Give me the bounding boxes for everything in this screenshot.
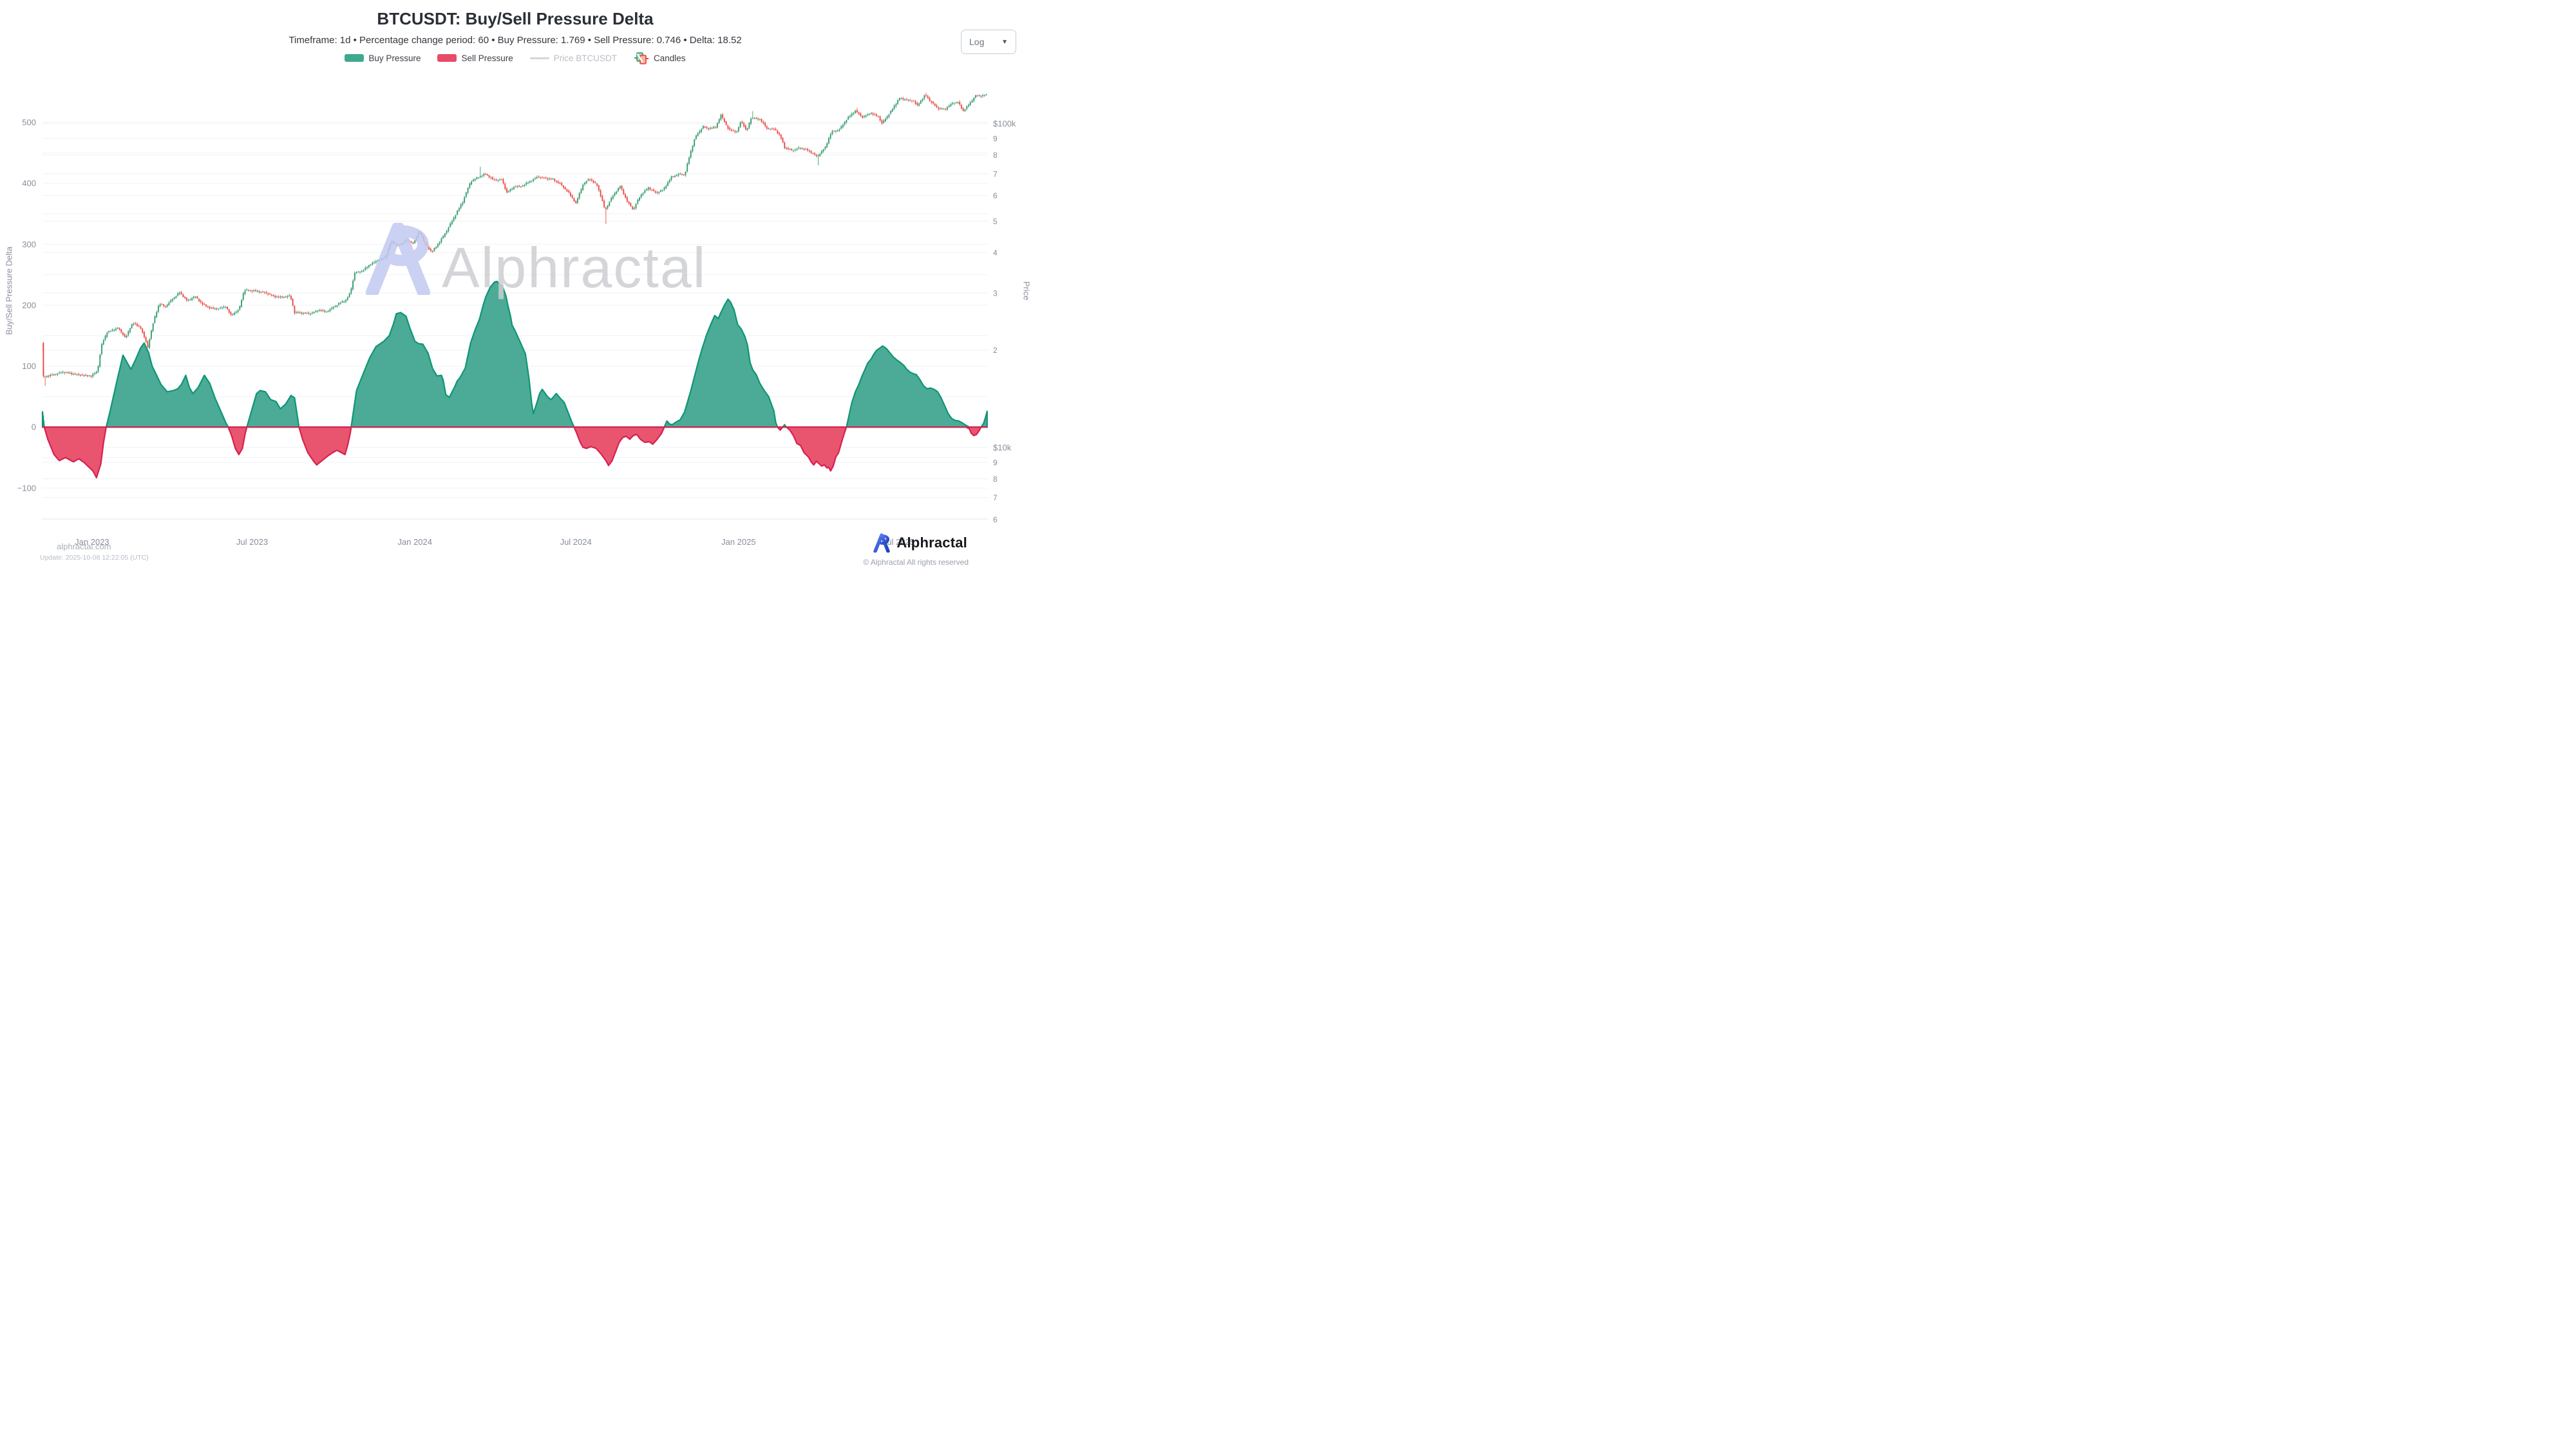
left-axis-title: Buy/Sell Pressure Delta: [4, 246, 14, 336]
footer-copyright: © Alphractal All rights reserved: [863, 558, 969, 567]
chevron-down-icon: ▼: [1001, 38, 1008, 46]
footer-site-link[interactable]: alphractal.com: [57, 542, 111, 551]
legend-item-buy-pressure[interactable]: Buy Pressure: [345, 53, 421, 63]
left-axis-tick-label: −100: [17, 483, 36, 493]
legend-label: Buy Pressure: [368, 53, 421, 63]
candles-up: [46, 93, 987, 378]
right-axis-tick-label: 8: [993, 475, 998, 484]
scale-dropdown[interactable]: Log ▼: [961, 30, 1016, 54]
price-line-swatch: [529, 57, 549, 59]
legend-item-price[interactable]: Price BTCUSDT: [529, 53, 618, 63]
right-axis-tick-label: 5: [993, 217, 998, 226]
legend-label: Candles: [654, 53, 686, 63]
right-axis-tick-label: 7: [993, 493, 998, 502]
left-axis-tick-label: 300: [22, 240, 36, 249]
right-axis-tick-label: 9: [993, 458, 998, 467]
right-axis-tick-label: 7: [993, 169, 998, 178]
legend-item-candles[interactable]: Candles: [634, 52, 686, 64]
left-axis-tick-label: 100: [22, 361, 36, 371]
brand-name: Alphractal: [896, 535, 967, 551]
buy-pressure-swatch: [345, 54, 365, 62]
left-axis-tick-label: 0: [32, 422, 36, 432]
candles-icon: [634, 52, 649, 64]
right-axis-tick-label: 6: [993, 515, 998, 524]
right-axis-tick-label: 8: [993, 151, 998, 160]
x-axis-tick-label: Jul 2025: [883, 537, 914, 547]
right-axis-tick-label: 3: [993, 289, 998, 298]
legend-label: Sell Pressure: [461, 53, 513, 63]
brand-logo: Alphractal: [873, 533, 967, 553]
legend-label: Price BTCUSDT: [553, 53, 618, 63]
chart-subtitle: Timeframe: 1d • Percentage change period…: [289, 35, 742, 46]
x-axis-tick-label: Jul 2023: [236, 537, 268, 547]
buy-pressure-area: [41, 280, 988, 428]
price-delta-chart[interactable]: 500 400 300 200 100 0 −100 $100k 9 8 7 6 5 4 3 2 $10k 9 8 7…: [0, 0, 1030, 580]
chart-page: BTCUSDT: Buy/Sell Pressure Delta Timefra…: [0, 0, 1030, 580]
x-axis-tick-label: Jul 2024: [560, 537, 592, 547]
chart-legend: Buy Pressure Sell Pressure Price BTCUSDT…: [0, 52, 1030, 64]
sell-pressure-area: [41, 426, 988, 478]
left-axis-tick-label: 400: [22, 178, 36, 188]
candles-down: [43, 93, 982, 386]
right-axis-tick-label: 9: [993, 135, 998, 144]
alphractal-logo-icon: [873, 533, 891, 553]
x-axis-tick-label: Jan 2025: [721, 537, 756, 547]
page-title: BTCUSDT: Buy/Sell Pressure Delta: [377, 9, 654, 28]
right-axis-title: Price: [1021, 281, 1031, 301]
right-axis-tick-label: $10k: [993, 442, 1012, 452]
x-axis-tick-label: Jan 2024: [397, 537, 432, 547]
legend-item-sell-pressure[interactable]: Sell Pressure: [437, 53, 513, 63]
x-axis-tick-label: Jan 2023: [75, 537, 109, 547]
right-axis-tick-label: 2: [993, 346, 998, 355]
sell-pressure-swatch: [437, 54, 457, 62]
left-axis-tick-label: 500: [22, 118, 36, 128]
footer-update-timestamp: Update: 2025-10-08 12:22:05 (UTC): [40, 554, 149, 562]
right-axis-tick-label: 4: [993, 249, 998, 258]
right-axis-tick-label: 6: [993, 191, 998, 200]
scale-dropdown-value: Log: [969, 37, 985, 47]
right-axis-tick-label: $100k: [993, 119, 1016, 129]
left-axis-tick-label: 200: [22, 300, 36, 310]
